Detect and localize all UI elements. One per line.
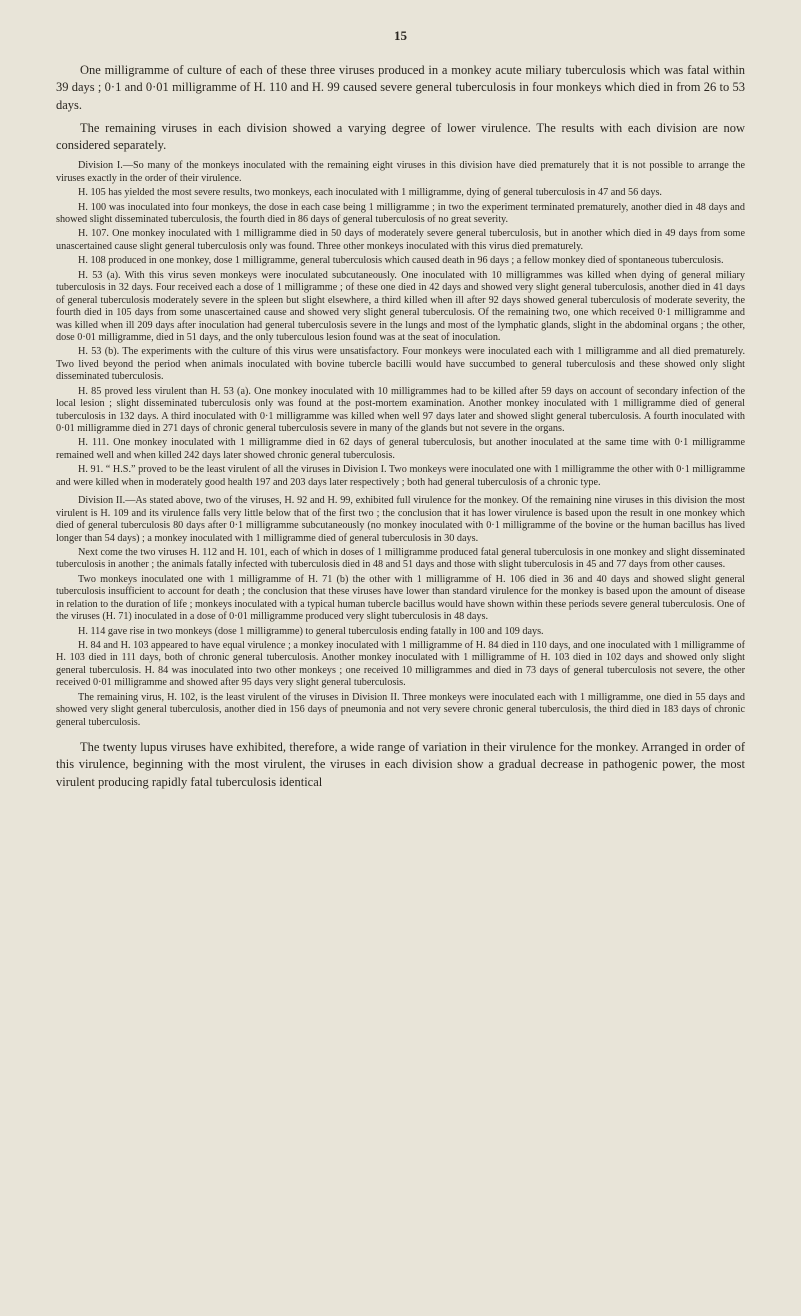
small-paragraph: H. 105 has yielded the most severe resul… [56,187,745,199]
small-paragraph: H. 107. One monkey inoculated with 1 mil… [56,228,745,253]
small-paragraph: H. 84 and H. 103 appeared to have equal … [56,640,745,690]
small-paragraph: The remaining virus, H. 102, is the leas… [56,692,745,729]
small-paragraph: Division II.—As stated above, two of the… [56,495,745,545]
body-paragraph: The remaining viruses in each division s… [56,120,745,155]
small-paragraph: H. 114 gave rise in two monkeys (dose 1 … [56,626,745,638]
body-paragraph: The twenty lupus viruses have exhibited,… [56,739,745,791]
body-paragraph: One milligramme of culture of each of th… [56,62,745,114]
division-1-block: Division I.—So many of the monkeys inocu… [56,160,745,729]
small-paragraph: H. 111. One monkey inoculated with 1 mil… [56,437,745,462]
small-paragraph: Next come the two viruses H. 112 and H. … [56,547,745,572]
small-paragraph: H. 108 produced in one monkey, dose 1 mi… [56,255,745,267]
page-number: 15 [56,28,745,44]
small-paragraph: H. 53 (b). The experiments with the cult… [56,346,745,383]
small-paragraph: H. 100 was inoculated into four monkeys,… [56,202,745,227]
small-paragraph: H. 53 (a). With this virus seven monkeys… [56,270,745,345]
small-paragraph: Two monkeys inoculated one with 1 millig… [56,574,745,624]
small-paragraph: Division I.—So many of the monkeys inocu… [56,160,745,185]
small-paragraph: H. 91. “ H.S.” proved to be the least vi… [56,464,745,489]
small-paragraph: H. 85 proved less virulent than H. 53 (a… [56,386,745,436]
